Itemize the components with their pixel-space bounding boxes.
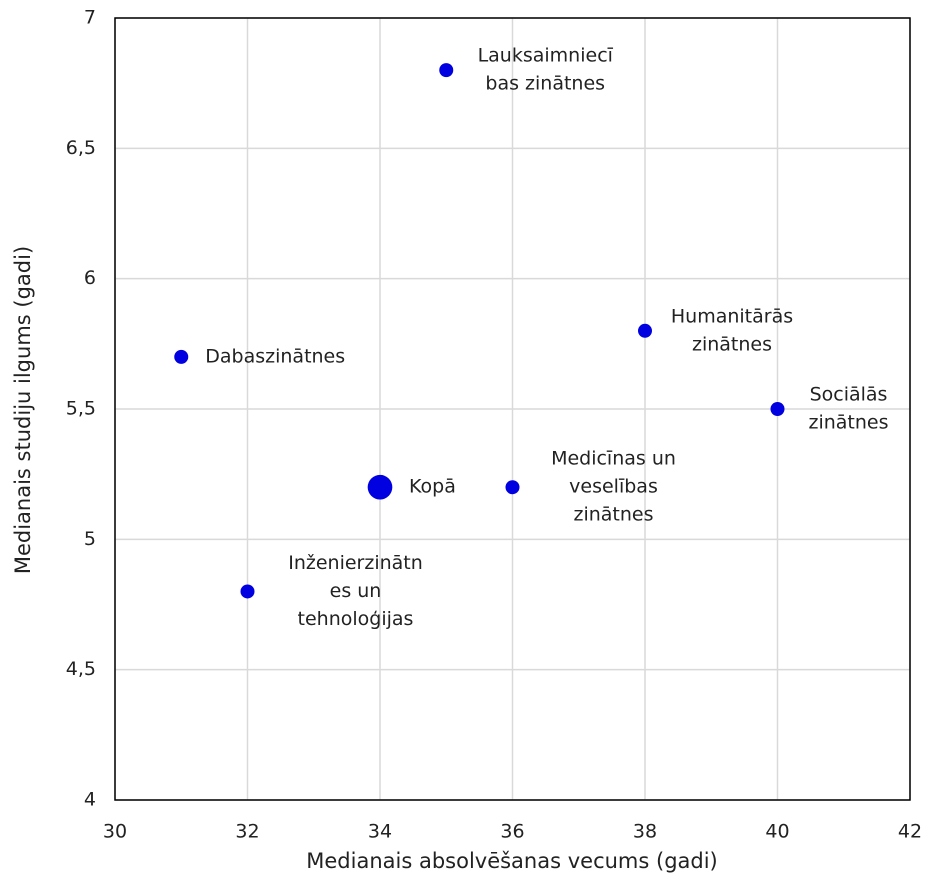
x-tick-label: 38 (633, 821, 657, 843)
x-tick-label: 42 (898, 821, 922, 843)
point-label: tehnoloģijas (298, 608, 414, 630)
y-tick-label: 6 (84, 267, 96, 289)
x-axis-title: Medianais absolvēšanas vecums (gadi) (306, 849, 718, 873)
point (367, 474, 393, 500)
point (174, 349, 189, 364)
point-label: Lauksaimniecī (478, 45, 614, 67)
point (505, 480, 520, 495)
y-tick-label: 4,5 (66, 658, 96, 680)
x-tick-label: 30 (103, 821, 127, 843)
x-tick-label: 40 (765, 821, 789, 843)
x-tick-label: 32 (235, 821, 259, 843)
point-label: veselības (569, 476, 658, 498)
point-label: zinātnes (808, 412, 888, 434)
y-tick-label: 7 (84, 7, 96, 29)
y-tick-label: 6,5 (66, 137, 96, 159)
y-tick-label: 5,5 (66, 398, 96, 420)
point-label: Humanitārās (671, 305, 793, 327)
point (240, 584, 255, 599)
x-tick-label: 36 (500, 821, 524, 843)
plot-border (114, 17, 911, 801)
point-label: zinātnes (573, 504, 653, 526)
point (439, 63, 454, 78)
y-axis-title: Medianais studiju ilgums (gadi) (11, 246, 35, 574)
point (638, 323, 652, 338)
y-tick-label: 5 (84, 528, 96, 550)
y-tick-label: 4 (84, 789, 96, 811)
point (770, 402, 785, 416)
point-label: bas zinātnes (485, 73, 605, 95)
x-tick-label: 34 (368, 821, 392, 843)
point-label: es un (330, 580, 382, 602)
point-label: Sociālās (810, 384, 888, 406)
point-label: Inženierzinātn (288, 552, 423, 574)
point-label: zinātnes (692, 333, 772, 355)
point-label: Medicīnas un (551, 448, 676, 470)
point-label: Kopā (409, 476, 456, 498)
point-label: Dabaszinātnes (205, 345, 345, 367)
